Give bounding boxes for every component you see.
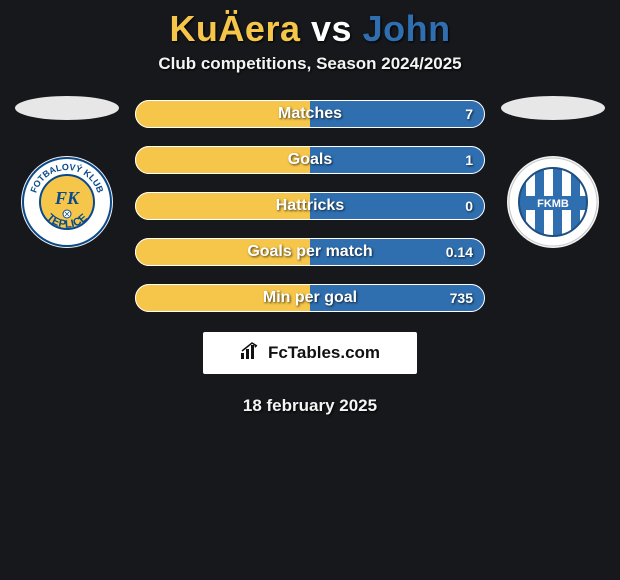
stat-label: Min per goal [135, 289, 485, 307]
team1-badge-svg: FOTBALOVÝ KLUB TEPLICE FK [21, 156, 113, 248]
date: 18 february 2025 [0, 396, 620, 416]
chart-icon [240, 342, 262, 365]
branding-text: FcTables.com [268, 343, 380, 363]
svg-text:FK: FK [54, 188, 81, 208]
branding-pill[interactable]: FcTables.com [203, 332, 417, 374]
stat-row: Matches7 [135, 100, 485, 128]
stat-row: Min per goal735 [135, 284, 485, 312]
stat-row: Hattricks0 [135, 192, 485, 220]
team2-badge-svg: FKMB [507, 156, 599, 248]
left-column: FOTBALOVÝ KLUB TEPLICE FK [9, 96, 125, 248]
title: KuÄera vs John [0, 0, 620, 54]
stat-label: Matches [135, 105, 485, 123]
right-column: FKMB [495, 96, 611, 248]
stat-value-right: 0 [465, 198, 473, 214]
stat-label: Hattricks [135, 197, 485, 215]
stat-value-right: 0.14 [446, 244, 473, 260]
player2-ellipse [501, 96, 605, 120]
title-player2: John [363, 8, 451, 49]
svg-text:FKMB: FKMB [537, 198, 569, 210]
stat-row: Goals1 [135, 146, 485, 174]
subtitle: Club competitions, Season 2024/2025 [0, 54, 620, 74]
stat-value-right: 735 [450, 290, 473, 306]
stat-bars: Matches7Goals1Hattricks0Goals per match0… [135, 100, 485, 312]
team2-badge: FKMB [507, 156, 599, 248]
stat-label: Goals [135, 151, 485, 169]
player1-ellipse [15, 96, 119, 120]
content: FOTBALOVÝ KLUB TEPLICE FK Matches7 Goals1… [0, 96, 620, 312]
title-player1: KuÄera [169, 8, 300, 49]
stat-row: Goals per match0.14 [135, 238, 485, 266]
stat-value-right: 1 [465, 152, 473, 168]
stat-label: Goals per match [135, 243, 485, 261]
title-vs: vs [311, 8, 352, 49]
team1-badge: FOTBALOVÝ KLUB TEPLICE FK [21, 156, 113, 248]
stat-value-right: 7 [465, 106, 473, 122]
